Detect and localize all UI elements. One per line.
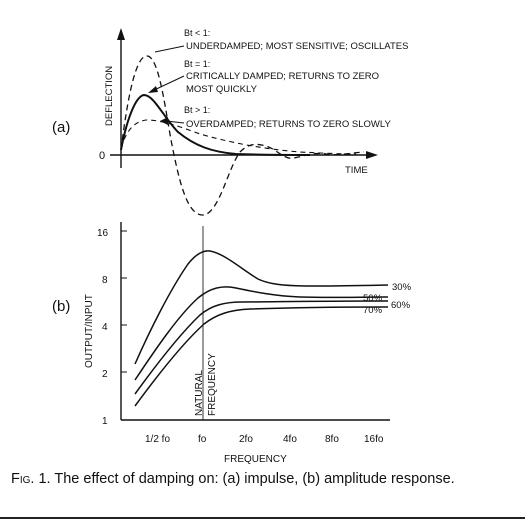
x-tick-label: 4fo [283, 434, 297, 445]
panel-a-y-axis-label: DEFLECTION [104, 66, 115, 126]
panel-b-x-ticks: 1/2 fo fo 2fo 4fo 8fo 16fo [145, 434, 384, 445]
underdamped-pointer [154, 45, 185, 53]
y-tick-label: 2 [102, 369, 108, 380]
panel-a-zero-label: 0 [99, 150, 105, 162]
panel-a: (a) 0 TIME DEFLECTION Bt < 1: UNDERDAMPE… [52, 28, 408, 216]
figure-number: Fig. 1. [11, 471, 51, 487]
panel-b-x-axis-label: FREQUENCY [224, 454, 287, 465]
overdamped-curve [120, 119, 357, 155]
x-tick-label: fo [198, 434, 207, 445]
panel-b: (b) 1 2 4 8 16 1/2 fo fo 2fo 4fo 8fo 16f… [52, 222, 412, 465]
critical-condition: Bt = 1: [184, 59, 210, 69]
curve-label-60: 60% [391, 300, 411, 311]
y-tick-label: 16 [97, 228, 109, 239]
response-curve-60 [134, 300, 389, 395]
overdamped-pointer-arrowhead [160, 117, 168, 125]
curve-label-70: 70% [363, 305, 383, 316]
panel-a-x-axis-arrow [366, 151, 378, 159]
curve-label-30: 30% [392, 282, 412, 293]
natural-frequency-label-1: NATURAL [194, 370, 205, 416]
panel-b-y-axis-label: OUTPUT/INPUT [84, 294, 95, 368]
underdamped-text: UNDERDAMPED; MOST SENSITIVE; OSCILLATES [186, 41, 408, 52]
panel-b-y-ticks: 1 2 4 8 16 [97, 228, 127, 427]
critical-pointer-arrowhead [148, 86, 158, 93]
x-tick-label: 8fo [325, 434, 339, 445]
overdamped-text: OVERDAMPED; RETURNS TO ZERO SLOWLY [186, 119, 391, 130]
x-tick-label: 1/2 fo [145, 434, 170, 445]
critical-text: CRITICALLY DAMPED; RETURNS TO ZERO [186, 71, 379, 82]
y-tick-label: 1 [102, 416, 108, 427]
critical-text-2: MOST QUICKLY [186, 84, 258, 95]
critically-damped-curve [120, 93, 311, 156]
response-curve-50 [134, 286, 389, 381]
figure-caption: Fig. 1. The effect of damping on: (a) im… [11, 471, 511, 487]
overdamped-condition: Bt > 1: [184, 105, 210, 115]
y-tick-label: 8 [102, 275, 108, 286]
response-curve-30 [134, 250, 389, 365]
overdamped-pointer [165, 120, 185, 124]
x-tick-label: 2fo [239, 434, 253, 445]
bottom-rule [0, 517, 525, 519]
panel-a-y-axis-arrow [117, 28, 125, 40]
response-curve-70 [134, 306, 389, 407]
curve-label-50: 50% [363, 293, 383, 304]
natural-frequency-label-2: FREQUENCY [207, 353, 218, 416]
underdamped-condition: Bt < 1: [184, 28, 210, 38]
panel-a-x-axis-label: TIME [345, 165, 368, 176]
x-tick-label: 16fo [364, 434, 384, 445]
y-tick-label: 4 [102, 322, 108, 333]
figure-caption-text: The effect of damping on: (a) impulse, (… [54, 471, 455, 487]
panel-b-label: (b) [52, 298, 70, 315]
panel-a-label: (a) [52, 119, 70, 136]
